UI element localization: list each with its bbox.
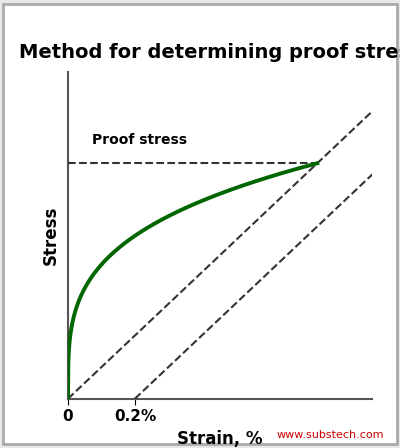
- Text: www.substech.com: www.substech.com: [276, 430, 384, 440]
- FancyBboxPatch shape: [3, 4, 397, 444]
- Text: Proof stress: Proof stress: [92, 133, 187, 147]
- Title: Method for determining proof stress: Method for determining proof stress: [19, 43, 400, 62]
- Y-axis label: Stress: Stress: [42, 206, 60, 265]
- X-axis label: Strain, %: Strain, %: [177, 430, 263, 448]
